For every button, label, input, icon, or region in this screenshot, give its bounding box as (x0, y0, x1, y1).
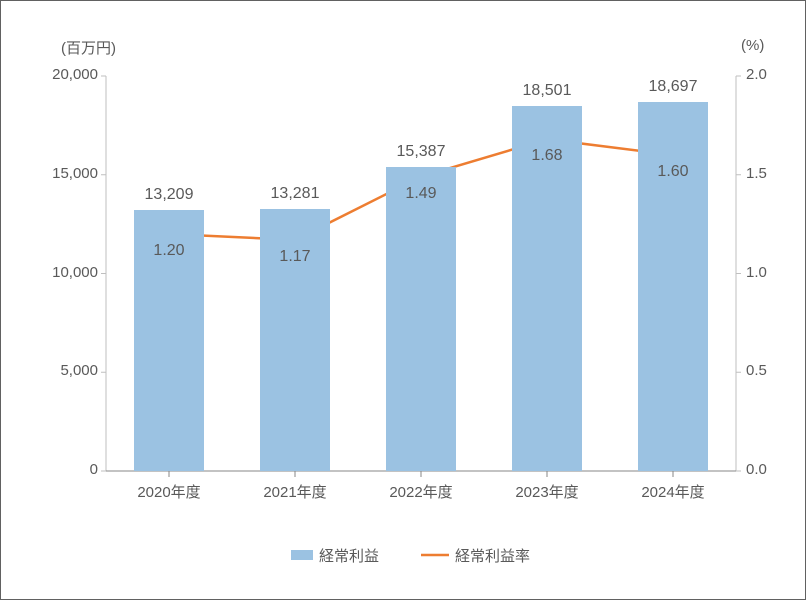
line-value-label: 1.60 (643, 163, 703, 181)
line-value-label: 1.17 (265, 248, 325, 266)
bar (638, 102, 707, 471)
x-category-label: 2022年度 (358, 481, 484, 502)
y-right-tick-label: 1.0 (746, 264, 786, 281)
legend-label-line: 経常利益率 (455, 545, 530, 566)
y-right-tick-label: 0.5 (746, 362, 786, 379)
bar-value-label: 13,281 (250, 185, 340, 203)
y-left-tick-label: 10,000 (38, 264, 98, 281)
x-category-label: 2023年度 (484, 481, 610, 502)
bar-value-label: 15,387 (376, 143, 466, 161)
y-left-tick-label: 5,000 (38, 362, 98, 379)
chart-container: (百万円) (%) 05,00010,00015,00020,0000.00.5… (0, 0, 806, 600)
line-value-label: 1.20 (139, 242, 199, 260)
legend-label-bar: 経常利益 (319, 545, 379, 566)
y-right-tick-label: 0.0 (746, 461, 786, 478)
y-right-tick-label: 2.0 (746, 66, 786, 83)
bar-value-label: 18,697 (628, 78, 718, 96)
x-category-label: 2024年度 (610, 481, 736, 502)
line-value-label: 1.49 (391, 185, 451, 203)
bar-value-label: 13,209 (124, 186, 214, 204)
y-left-tick-label: 15,000 (38, 165, 98, 182)
line-value-label: 1.68 (517, 147, 577, 165)
x-category-label: 2021年度 (232, 481, 358, 502)
y-left-tick-label: 20,000 (38, 66, 98, 83)
y-right-tick-label: 1.5 (746, 165, 786, 182)
x-category-label: 2020年度 (106, 481, 232, 502)
y-left-tick-label: 0 (38, 461, 98, 478)
bar-value-label: 18,501 (502, 82, 592, 100)
bar (386, 167, 455, 471)
